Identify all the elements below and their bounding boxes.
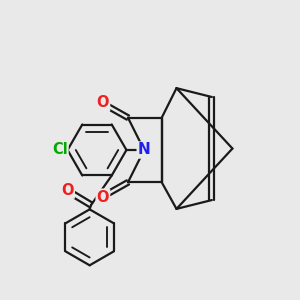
Text: O: O — [61, 183, 74, 198]
Text: O: O — [97, 95, 109, 110]
Text: N: N — [138, 142, 151, 158]
Text: O: O — [97, 190, 109, 205]
Text: Cl: Cl — [52, 142, 68, 158]
